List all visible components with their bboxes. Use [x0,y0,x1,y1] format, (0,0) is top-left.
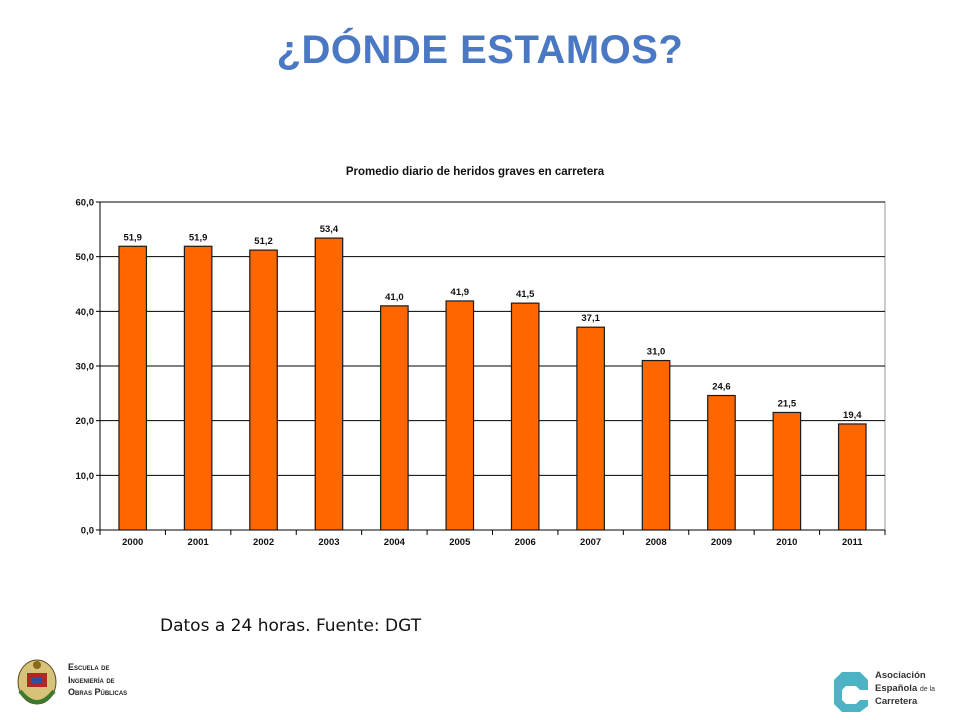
bar [118,245,148,531]
association-logo [834,672,868,712]
school-crest-logo [17,659,57,705]
y-tick-label: 10,0 [76,471,95,482]
x-tick-label: 2006 [515,537,536,548]
bar-value-label: 53,4 [320,224,339,235]
bar [641,359,671,531]
assoc-line2-small: de la [919,685,936,693]
bar-value-label: 51,2 [254,236,273,247]
bar [837,423,867,531]
x-tick-label: 2005 [449,537,471,548]
school-name-line3: Obras Públicas [68,687,128,697]
bar-value-label: 21,5 [778,398,797,409]
y-tick-label: 50,0 [76,252,95,263]
school-name-line2: Ingeniería de [68,674,115,685]
bar-value-label: 51,9 [189,232,208,243]
x-tick-label: 2009 [711,537,732,548]
source-caption: Datos a 24 horas. Fuente: DGT [160,616,422,636]
y-tick-label: 0,0 [81,526,94,537]
bar-value-label: 41,5 [516,289,535,300]
bar [445,300,475,531]
x-tick-label: 2002 [253,537,274,548]
school-name: Escuela de Ingeniería de Obras Públicas [68,661,127,699]
bar-value-label: 31,0 [647,347,666,358]
y-tick-label: 30,0 [76,362,95,373]
slide-title: ¿DÓNDE ESTAMOS? [276,28,684,72]
bar [772,411,802,531]
bar [510,302,540,531]
bar-value-label: 41,9 [451,287,470,298]
x-tick-label: 2011 [842,537,863,548]
association-name: Asociación Española de la Carretera [875,670,935,709]
bar-value-label: 37,1 [581,313,600,324]
bar [183,245,213,531]
y-tick-label: 40,0 [76,307,95,318]
bar-value-label: 41,0 [385,292,404,303]
bar-chart: Promedio diario de heridos graves en car… [76,166,886,548]
bar [576,326,605,531]
bar [314,237,344,531]
bar [249,249,278,531]
bar [380,305,409,531]
x-tick-label: 2001 [188,537,210,548]
y-tick-label: 20,0 [76,416,95,427]
assoc-line1: Asociación [875,670,926,681]
x-tick-label: 2007 [580,537,601,548]
assoc-line3: Carretera [875,696,918,707]
x-tick-label: 2008 [645,537,666,548]
school-name-line1: Escuela de [68,662,110,672]
bar-value-label: 51,9 [123,232,142,243]
x-tick-label: 2004 [384,537,406,548]
y-tick-label: 60,0 [76,198,95,209]
bar [707,394,736,531]
x-tick-label: 2000 [122,537,143,548]
assoc-line2: Española [875,682,918,694]
x-tick-label: 2003 [318,537,339,548]
bar-value-label: 24,6 [712,382,731,393]
x-tick-label: 2010 [776,537,797,548]
chart-title: Promedio diario de heridos graves en car… [346,166,605,178]
bar-value-label: 19,4 [843,410,862,421]
